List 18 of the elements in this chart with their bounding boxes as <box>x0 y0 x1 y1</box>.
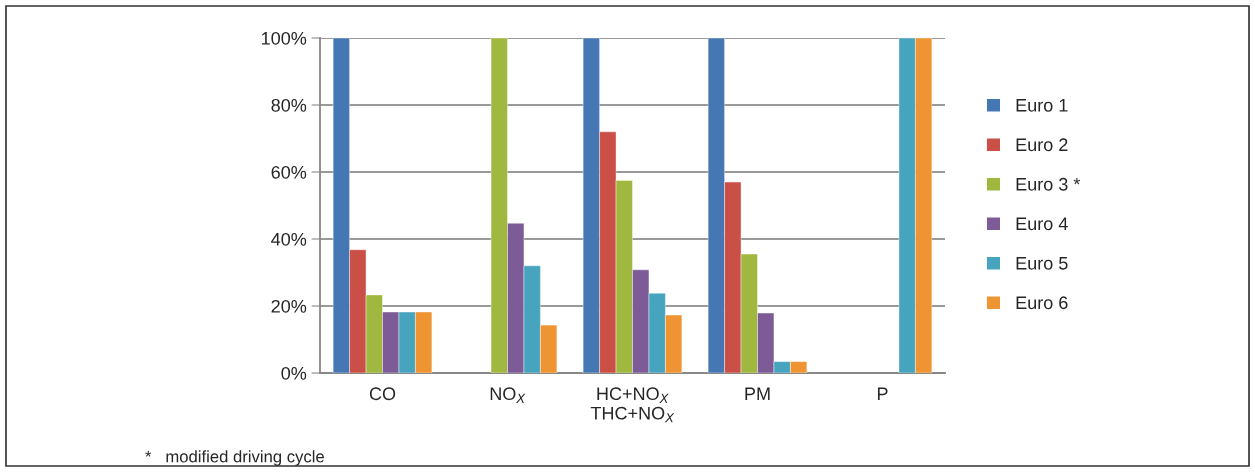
text: * modified driving cycle <box>145 450 324 466</box>
x-tick-label: NO$_{X}$ <box>490 387 526 403</box>
y-tick-label: 80% <box>271 98 307 112</box>
legend-label: Euro 6 <box>1016 296 1068 310</box>
legend-label: Euro 1 <box>1016 99 1068 112</box>
y-tick-label: 0% <box>281 366 307 380</box>
y-tick-label: 100% <box>262 31 307 45</box>
y-tick-label: 40% <box>271 232 307 246</box>
x-tick-label: PM <box>745 387 770 400</box>
legend-label: Euro 2 <box>1016 138 1068 152</box>
legend-label: Euro 5 <box>1016 257 1068 270</box>
x-tick-label: P <box>877 387 888 400</box>
x-tick-label: CO <box>369 387 396 401</box>
legend-label: Euro 3 * <box>1016 177 1081 191</box>
legend-label: Euro 4 <box>1016 217 1068 231</box>
x-tick-label: HC+NO$_{X}$ THC+NO$_{X}$ <box>590 387 675 423</box>
y-tick-label: 20% <box>271 299 307 313</box>
y-tick-label: 60% <box>271 165 307 179</box>
